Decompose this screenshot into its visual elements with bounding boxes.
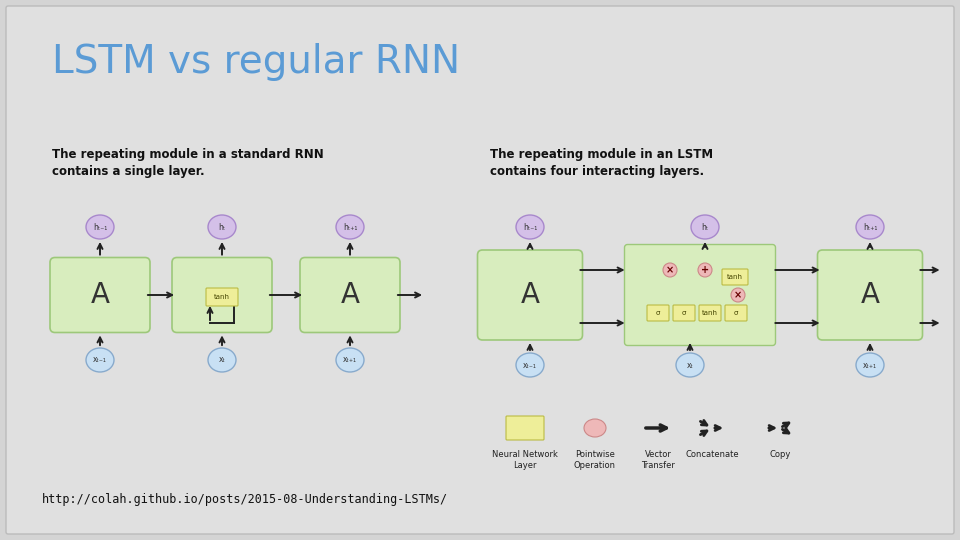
Text: xₜ₊₁: xₜ₊₁ — [863, 361, 877, 369]
Text: σ: σ — [682, 310, 686, 316]
Text: Concatenate: Concatenate — [685, 450, 739, 459]
Ellipse shape — [516, 215, 544, 239]
FancyBboxPatch shape — [206, 288, 238, 306]
FancyBboxPatch shape — [172, 258, 272, 333]
FancyBboxPatch shape — [625, 245, 776, 346]
Text: A: A — [90, 281, 109, 309]
Text: http://colah.github.io/posts/2015-08-Understanding-LSTMs/: http://colah.github.io/posts/2015-08-Und… — [42, 494, 448, 507]
Text: tanh: tanh — [702, 310, 718, 316]
Ellipse shape — [208, 215, 236, 239]
Text: LSTM vs regular RNN: LSTM vs regular RNN — [52, 43, 460, 81]
Ellipse shape — [336, 348, 364, 372]
FancyBboxPatch shape — [725, 305, 747, 321]
Text: hₜ₋₁: hₜ₋₁ — [523, 222, 538, 232]
FancyBboxPatch shape — [477, 250, 583, 340]
FancyBboxPatch shape — [300, 258, 400, 333]
Text: A: A — [520, 281, 540, 309]
Ellipse shape — [584, 419, 606, 437]
Text: ×: × — [666, 265, 674, 275]
FancyBboxPatch shape — [6, 6, 954, 534]
Text: hₜ₊₁: hₜ₊₁ — [343, 222, 357, 232]
Ellipse shape — [336, 215, 364, 239]
Text: xₜ₊₁: xₜ₊₁ — [343, 355, 357, 364]
Text: +: + — [701, 265, 709, 275]
Text: A: A — [860, 281, 879, 309]
FancyBboxPatch shape — [722, 269, 748, 285]
Text: xₜ₋₁: xₜ₋₁ — [523, 361, 537, 369]
Ellipse shape — [86, 348, 114, 372]
FancyBboxPatch shape — [506, 416, 544, 440]
Text: ×: × — [734, 290, 742, 300]
FancyBboxPatch shape — [647, 305, 669, 321]
Circle shape — [698, 263, 712, 277]
Ellipse shape — [676, 353, 704, 377]
Text: hₜ: hₜ — [218, 222, 226, 232]
Circle shape — [663, 263, 677, 277]
Text: hₜ₊₁: hₜ₊₁ — [863, 222, 877, 232]
Text: σ: σ — [656, 310, 660, 316]
Text: The repeating module in an LSTM
contains four interacting layers.: The repeating module in an LSTM contains… — [490, 148, 713, 178]
Text: Pointwise
Operation: Pointwise Operation — [574, 450, 616, 470]
Text: xₜ: xₜ — [219, 355, 226, 364]
Text: xₜ₋₁: xₜ₋₁ — [93, 355, 107, 364]
Ellipse shape — [856, 353, 884, 377]
Text: tanh: tanh — [214, 294, 230, 300]
FancyBboxPatch shape — [699, 305, 721, 321]
Text: xₜ: xₜ — [686, 361, 693, 369]
Text: Vector
Transfer: Vector Transfer — [641, 450, 675, 470]
Text: tanh: tanh — [727, 274, 743, 280]
Text: Copy: Copy — [769, 450, 791, 459]
FancyBboxPatch shape — [673, 305, 695, 321]
Ellipse shape — [208, 348, 236, 372]
Circle shape — [731, 288, 745, 302]
Text: Neural Network
Layer: Neural Network Layer — [492, 450, 558, 470]
Ellipse shape — [856, 215, 884, 239]
Text: hₜ₋₁: hₜ₋₁ — [93, 222, 108, 232]
Text: The repeating module in a standard RNN
contains a single layer.: The repeating module in a standard RNN c… — [52, 148, 324, 178]
Ellipse shape — [86, 215, 114, 239]
Text: σ: σ — [733, 310, 738, 316]
FancyBboxPatch shape — [50, 258, 150, 333]
Text: hₜ: hₜ — [702, 222, 708, 232]
Ellipse shape — [691, 215, 719, 239]
FancyBboxPatch shape — [818, 250, 923, 340]
Ellipse shape — [516, 353, 544, 377]
Text: A: A — [341, 281, 359, 309]
